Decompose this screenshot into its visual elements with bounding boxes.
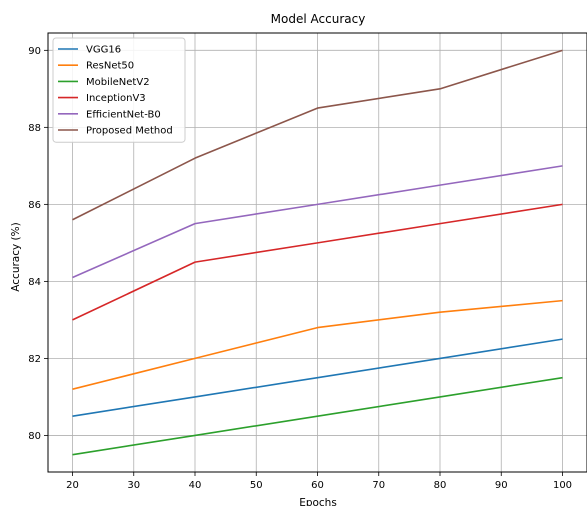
x-tick-label: 20: [66, 480, 79, 491]
x-tick-label: 80: [434, 480, 447, 491]
y-tick-label: 84: [28, 277, 41, 288]
y-tick-label: 82: [28, 354, 41, 365]
x-tick-label: 50: [250, 480, 263, 491]
series-line-mobilenetv2: [72, 376, 563, 456]
legend-label: EfficientNet-B0: [86, 109, 161, 120]
y-tick-label: 90: [28, 46, 41, 57]
series-line-efficientnet-b0: [72, 165, 563, 279]
chart-title: Model Accuracy: [271, 12, 366, 26]
y-axis-ticks: 80 82 84 86 88 90: [28, 46, 48, 442]
series-line-proposed-method: [72, 49, 563, 221]
y-tick-label: 86: [28, 200, 41, 211]
x-tick-label: 30: [127, 480, 140, 491]
x-tick-label: 60: [311, 480, 324, 491]
x-tick-label: 90: [495, 480, 508, 491]
legend: VGG16 ResNet50 MobileNetV2 InceptionV3 Effic…: [52, 37, 186, 143]
legend-label: Proposed Method: [86, 126, 173, 137]
x-axis-ticks: 20 30 40 50 60 70 80 90 100: [66, 472, 572, 491]
y-tick-label: 80: [28, 431, 41, 442]
legend-box: [52, 37, 186, 143]
series-line-resnet50: [72, 299, 563, 390]
x-tick-label: 100: [553, 480, 572, 491]
y-tick-label: 88: [28, 123, 41, 134]
legend-label: ResNet50: [86, 61, 134, 72]
legend-label: MobileNetV2: [86, 77, 150, 88]
x-tick-label: 70: [372, 480, 385, 491]
legend-label: InceptionV3: [86, 93, 146, 104]
x-axis-label: Epochs: [299, 497, 337, 506]
legend-label: VGG16: [86, 45, 121, 56]
series-line-vgg16: [72, 338, 563, 417]
y-axis-label: Accuracy (%): [10, 222, 22, 291]
series-line-inceptionv3: [72, 203, 563, 321]
series-layer: [72, 49, 563, 456]
x-tick-label: 40: [189, 480, 202, 491]
